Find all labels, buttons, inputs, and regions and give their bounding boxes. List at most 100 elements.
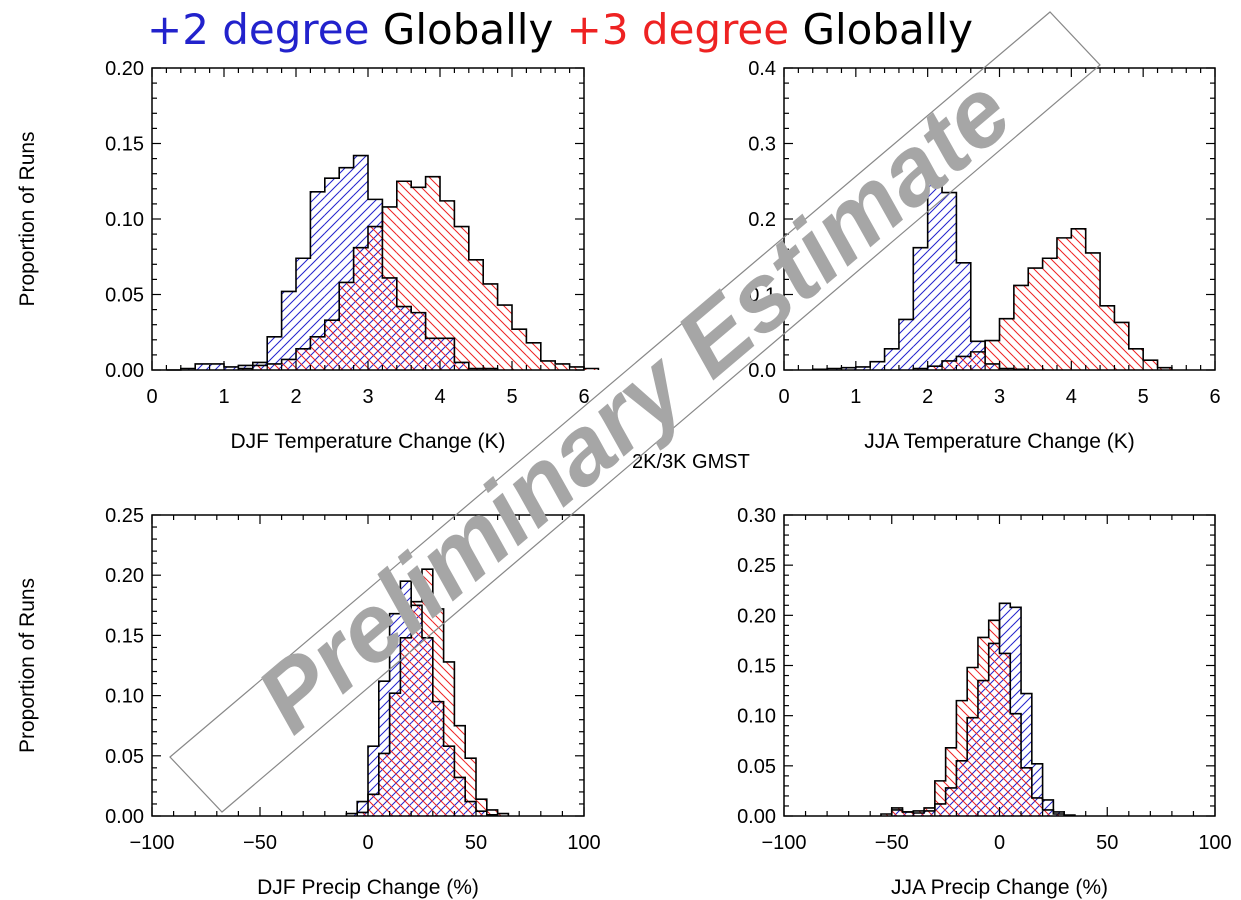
series-outline-red bbox=[237, 175, 600, 370]
y-tick-label: 0.2 bbox=[748, 209, 776, 231]
bar-blue-11 bbox=[1010, 607, 1022, 816]
title-red-part: +3 degree bbox=[567, 5, 789, 54]
x-tick-label: 1 bbox=[850, 386, 861, 408]
y-tick-label: 0.05 bbox=[105, 285, 144, 307]
bar-red-11 bbox=[1071, 228, 1086, 370]
bar-red-8 bbox=[1028, 268, 1043, 370]
series-outline-red bbox=[912, 228, 1173, 370]
x-tick-label: 3 bbox=[994, 386, 1005, 408]
series-red bbox=[913, 228, 1172, 370]
bar-red-12 bbox=[1085, 252, 1101, 370]
panel-jja-precip: −100 −50 0 50 100 0.00 0.05 0.10 0.15 0.20 0.25 0.3… bbox=[737, 505, 1232, 899]
watermark-outline bbox=[169, 11, 1101, 813]
bar-red-15 bbox=[1042, 809, 1054, 816]
x-tick-label: −100 bbox=[129, 832, 174, 854]
y-tick-label: 0.15 bbox=[105, 625, 144, 647]
y-axis-label: Proportion of Runs bbox=[16, 578, 39, 753]
bar-blue-1 bbox=[357, 801, 368, 816]
bar-red-11 bbox=[999, 653, 1011, 816]
x-axis-label: JJA Temperature Change (K) bbox=[864, 430, 1134, 453]
bar-red-13 bbox=[497, 813, 509, 816]
bar-red-13 bbox=[425, 176, 440, 370]
bar-red-18 bbox=[497, 305, 512, 370]
bar-blue-9 bbox=[942, 192, 957, 370]
x-tick-label: 50 bbox=[465, 832, 487, 854]
bar-red-0 bbox=[880, 813, 892, 816]
bar-red-7 bbox=[432, 608, 444, 816]
x-tick-label: 1 bbox=[218, 386, 229, 408]
bar-red-11 bbox=[476, 799, 487, 816]
series-outline-blue bbox=[890, 602, 1076, 816]
bar-blue-2 bbox=[195, 363, 210, 370]
y-tick-label: 0.10 bbox=[105, 209, 144, 231]
bar-red-8 bbox=[353, 247, 368, 370]
x-tick-label: 50 bbox=[1096, 832, 1118, 854]
bar-red-15 bbox=[1128, 348, 1144, 370]
bar-red-7 bbox=[1013, 285, 1029, 370]
bar-red-12 bbox=[1010, 713, 1022, 816]
bar-red-10 bbox=[1056, 237, 1072, 370]
x-tick-label: 0 bbox=[994, 832, 1005, 854]
bar-red-3 bbox=[281, 359, 296, 370]
bar-red-20 bbox=[526, 342, 541, 370]
title-blue-part: +2 degree bbox=[147, 5, 369, 54]
x-axis-label: DJF Temperature Change (K) bbox=[230, 430, 505, 453]
bar-blue-2 bbox=[368, 746, 379, 816]
y-tick-label: 0.20 bbox=[737, 605, 776, 627]
bar-red-2 bbox=[902, 811, 914, 816]
series-outline-blue bbox=[166, 154, 499, 371]
bar-red-1 bbox=[891, 807, 903, 816]
bar-red-8 bbox=[443, 661, 455, 816]
bar-blue-3 bbox=[209, 363, 224, 370]
x-tick-label: 0 bbox=[146, 386, 157, 408]
bar-blue-4 bbox=[224, 366, 239, 370]
bar-red-9 bbox=[454, 725, 466, 816]
bar-red-22 bbox=[555, 363, 570, 370]
bar-red-21 bbox=[540, 360, 556, 370]
y-tick-label: 0.0 bbox=[748, 360, 776, 382]
y-tick-label: 0.30 bbox=[737, 505, 776, 527]
bar-red-23 bbox=[569, 366, 584, 370]
bar-red-15 bbox=[454, 226, 469, 370]
y-tick-label: 0.25 bbox=[105, 505, 144, 527]
bar-red-9 bbox=[977, 637, 989, 816]
y-tick-label: 0.15 bbox=[105, 134, 144, 156]
bar-red-14 bbox=[1031, 797, 1043, 816]
y-tick-label: 0.3 bbox=[748, 134, 776, 156]
bar-red-6 bbox=[422, 569, 433, 816]
x-tick-label: 0 bbox=[362, 832, 373, 854]
x-axis-label: JJA Precip Change (%) bbox=[891, 876, 1108, 899]
bar-blue-3 bbox=[855, 366, 871, 370]
x-tick-label: 6 bbox=[1209, 386, 1220, 408]
x-tick-label: 2 bbox=[922, 386, 933, 408]
bar-blue-8 bbox=[281, 291, 296, 370]
bar-red-5 bbox=[310, 336, 325, 370]
x-tick-label: 2 bbox=[290, 386, 301, 408]
x-tick-label: 5 bbox=[1138, 386, 1149, 408]
panel-jja-temperature: 0 1 2 3 4 5 6 0.0 0.1 0.2 0.3 0.4 JJA Temperature Ch… bbox=[748, 58, 1220, 453]
bar-red-9 bbox=[1042, 258, 1057, 370]
bar-blue-3 bbox=[378, 681, 390, 816]
y-axis-label: Proportion of Runs bbox=[16, 131, 39, 306]
series-outline-blue bbox=[345, 580, 499, 816]
bar-red-6 bbox=[324, 320, 340, 370]
x-axis-label: DJF Precip Change (%) bbox=[257, 876, 479, 899]
y-tick-label: 0.10 bbox=[105, 686, 144, 708]
y-tick-label: 0.1 bbox=[748, 285, 776, 307]
bar-red-13 bbox=[1021, 767, 1032, 816]
bar-red-9 bbox=[368, 226, 383, 370]
bar-blue-14 bbox=[1042, 799, 1054, 816]
x-tick-label: 0 bbox=[778, 386, 789, 408]
bar-red-4 bbox=[296, 348, 311, 370]
series-red bbox=[357, 569, 509, 816]
title-black-part-2: Globally bbox=[789, 5, 973, 54]
series-outline-blue bbox=[811, 182, 1030, 371]
bar-blue-7 bbox=[913, 247, 928, 370]
bar-red-8 bbox=[967, 667, 978, 816]
bar-red-16 bbox=[1143, 360, 1158, 370]
bar-red-16 bbox=[1053, 813, 1065, 816]
bar-blue-2 bbox=[841, 367, 856, 370]
y-tick-label: 0.05 bbox=[737, 756, 776, 778]
bar-red-10 bbox=[988, 620, 1000, 816]
